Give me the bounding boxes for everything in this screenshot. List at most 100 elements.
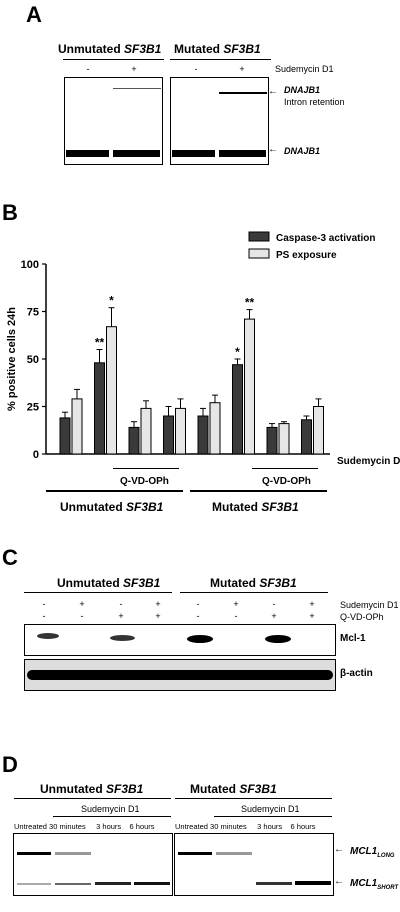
- panel-d-group-mutated: Mutated SF3B1: [190, 782, 277, 796]
- panel-c-group-unmutated: Unmutated SF3B1: [57, 576, 161, 590]
- y-tick-label: 25: [27, 402, 39, 414]
- mcl1-long-band: [55, 852, 91, 855]
- panel-b-qvd-rule-mutated: [252, 468, 318, 469]
- x-sign-label: -: [138, 459, 142, 460]
- mcl1-short-band: [295, 881, 331, 885]
- mcl1-long-band: [17, 852, 51, 855]
- panel-c-group-mutated: Mutated SF3B1: [210, 576, 297, 590]
- significance-label: **: [95, 336, 105, 350]
- panel-d-treatment-label: Sudemycin D1: [241, 804, 300, 814]
- mcl1-short-label: MCL1SHORT: [350, 878, 399, 891]
- panel-d-rule-unmutated: [14, 798, 171, 800]
- arrow-icon: ←: [268, 144, 278, 155]
- x-sign-label: +: [102, 459, 109, 460]
- dnajb1-band: [66, 150, 109, 157]
- panel-c-qvd-sign: +: [309, 611, 315, 621]
- panel-c-sud-sign: +: [309, 599, 315, 609]
- panel-a-sign: -: [194, 64, 198, 74]
- bar: [301, 419, 312, 455]
- mcl1-band: [187, 635, 213, 643]
- bar: [175, 407, 186, 455]
- panel-b-group-mutated: Mutated SF3B1: [212, 500, 299, 514]
- panel-b-letter: B: [2, 200, 18, 225]
- panel-d-letter: D: [2, 752, 18, 777]
- bar: [71, 398, 83, 455]
- dnajb1-band: [219, 150, 266, 157]
- panel-c-qvd-label: Q-VD-OPh: [340, 612, 384, 622]
- panel-a-letter: A: [26, 2, 42, 27]
- mcl1-band: [110, 635, 135, 641]
- panel-d-treatment-rule: [53, 816, 171, 817]
- panel-c-sud-sign: +: [155, 599, 161, 609]
- bar: [244, 318, 255, 455]
- mcl1-long-band: [216, 852, 252, 855]
- panel-a-sign: +: [239, 64, 245, 74]
- bar: [278, 423, 290, 455]
- panel-a-group-mutated: Mutated SF3B1: [174, 42, 261, 56]
- panel-c-sud-sign: -: [119, 599, 123, 609]
- bar: [140, 407, 152, 455]
- panel-c-rule-mutated: [180, 592, 328, 594]
- panel-d-rule-mutated: [175, 798, 332, 800]
- panel-a-sign: -: [86, 64, 90, 74]
- dnajb1-intron-band: [219, 92, 267, 94]
- panel-c-qvd-sign: -: [42, 611, 46, 621]
- panel-b-qvd-rule-unmutated: [113, 468, 179, 469]
- panel-c-sud-sign: -: [272, 599, 276, 609]
- y-tick-label: 100: [21, 259, 39, 271]
- panel-a-group-unmutated: Unmutated SF3B1: [58, 42, 162, 56]
- panel-c-sud-sign: +: [233, 599, 239, 609]
- actin-band: [27, 670, 333, 680]
- panel-d-group-unmutated: Unmutated SF3B1: [40, 782, 144, 796]
- panel-d-treatment-rule: [214, 816, 332, 817]
- panel-c-qvd-sign: -: [196, 611, 200, 621]
- panel-a-rule-mutated: [170, 59, 271, 61]
- bar: [232, 364, 243, 455]
- panel-d-timepoints-mutated: Untreated 30 minutes 3 hours 6 hours: [175, 822, 316, 831]
- panel-a-gel-unmutated: [64, 77, 163, 165]
- legend-label: Caspase-3 activation: [276, 233, 376, 244]
- panel-c-qvd-sign: +: [271, 611, 277, 621]
- panel-d-gel-unmutated: [13, 833, 173, 896]
- panel-c-qvd-sign: +: [155, 611, 161, 621]
- x-sign-label: -: [207, 459, 211, 460]
- legend-swatch: [248, 231, 270, 242]
- mcl1-long-band: [178, 852, 212, 855]
- bar: [313, 406, 324, 455]
- beta-actin-label: β-actin: [340, 668, 373, 679]
- panel-a-sign: +: [131, 64, 137, 74]
- mcl1-blot: [24, 624, 336, 656]
- bar: [163, 415, 174, 455]
- y-tick-label: 75: [27, 307, 39, 319]
- panel-b-qvd-label-mutated: Q-VD-OPh: [262, 476, 311, 487]
- bar: [266, 426, 278, 455]
- arrow-icon: ←: [334, 876, 344, 887]
- mcl1-short-band: [17, 883, 51, 885]
- panel-b-qvd-label-unmutated: Q-VD-OPh: [120, 476, 169, 487]
- panel-a-gel-mutated: [170, 77, 269, 165]
- panel-c-sud-sign: -: [196, 599, 200, 609]
- bar: [94, 362, 105, 455]
- legend-label: PS exposure: [276, 250, 337, 261]
- arrow-icon: ←: [268, 86, 278, 97]
- bar: [209, 402, 221, 455]
- x-sign-label: -: [276, 459, 280, 460]
- x-sign-label: +: [240, 459, 247, 460]
- mcl1-label: Mcl-1: [340, 633, 366, 644]
- panel-b-group-unmutated: Unmutated SF3B1: [60, 500, 164, 514]
- dnajb1-band: [113, 150, 160, 157]
- y-axis-label: % positive cells 24h: [6, 307, 18, 411]
- panel-b-group-rule-unmutated: [46, 490, 183, 492]
- panel-c-sud-sign: -: [42, 599, 46, 609]
- panel-c-qvd-sign: +: [118, 611, 124, 621]
- panel-b-group-rule-mutated: [190, 490, 327, 492]
- bar: [128, 426, 140, 455]
- panel-c-sud-sign: +: [79, 599, 85, 609]
- panel-c-rule-unmutated: [24, 592, 172, 594]
- dnajb1-intron-band: [113, 88, 161, 89]
- panel-a-gene-label: DNAJB1: [284, 146, 321, 156]
- mcl1-band: [37, 633, 59, 639]
- significance-label: *: [109, 294, 114, 308]
- panel-d-timepoints-unmutated: Untreated 30 minutes 3 hours 6 hours: [14, 822, 155, 831]
- mcl1-short-band: [95, 882, 131, 885]
